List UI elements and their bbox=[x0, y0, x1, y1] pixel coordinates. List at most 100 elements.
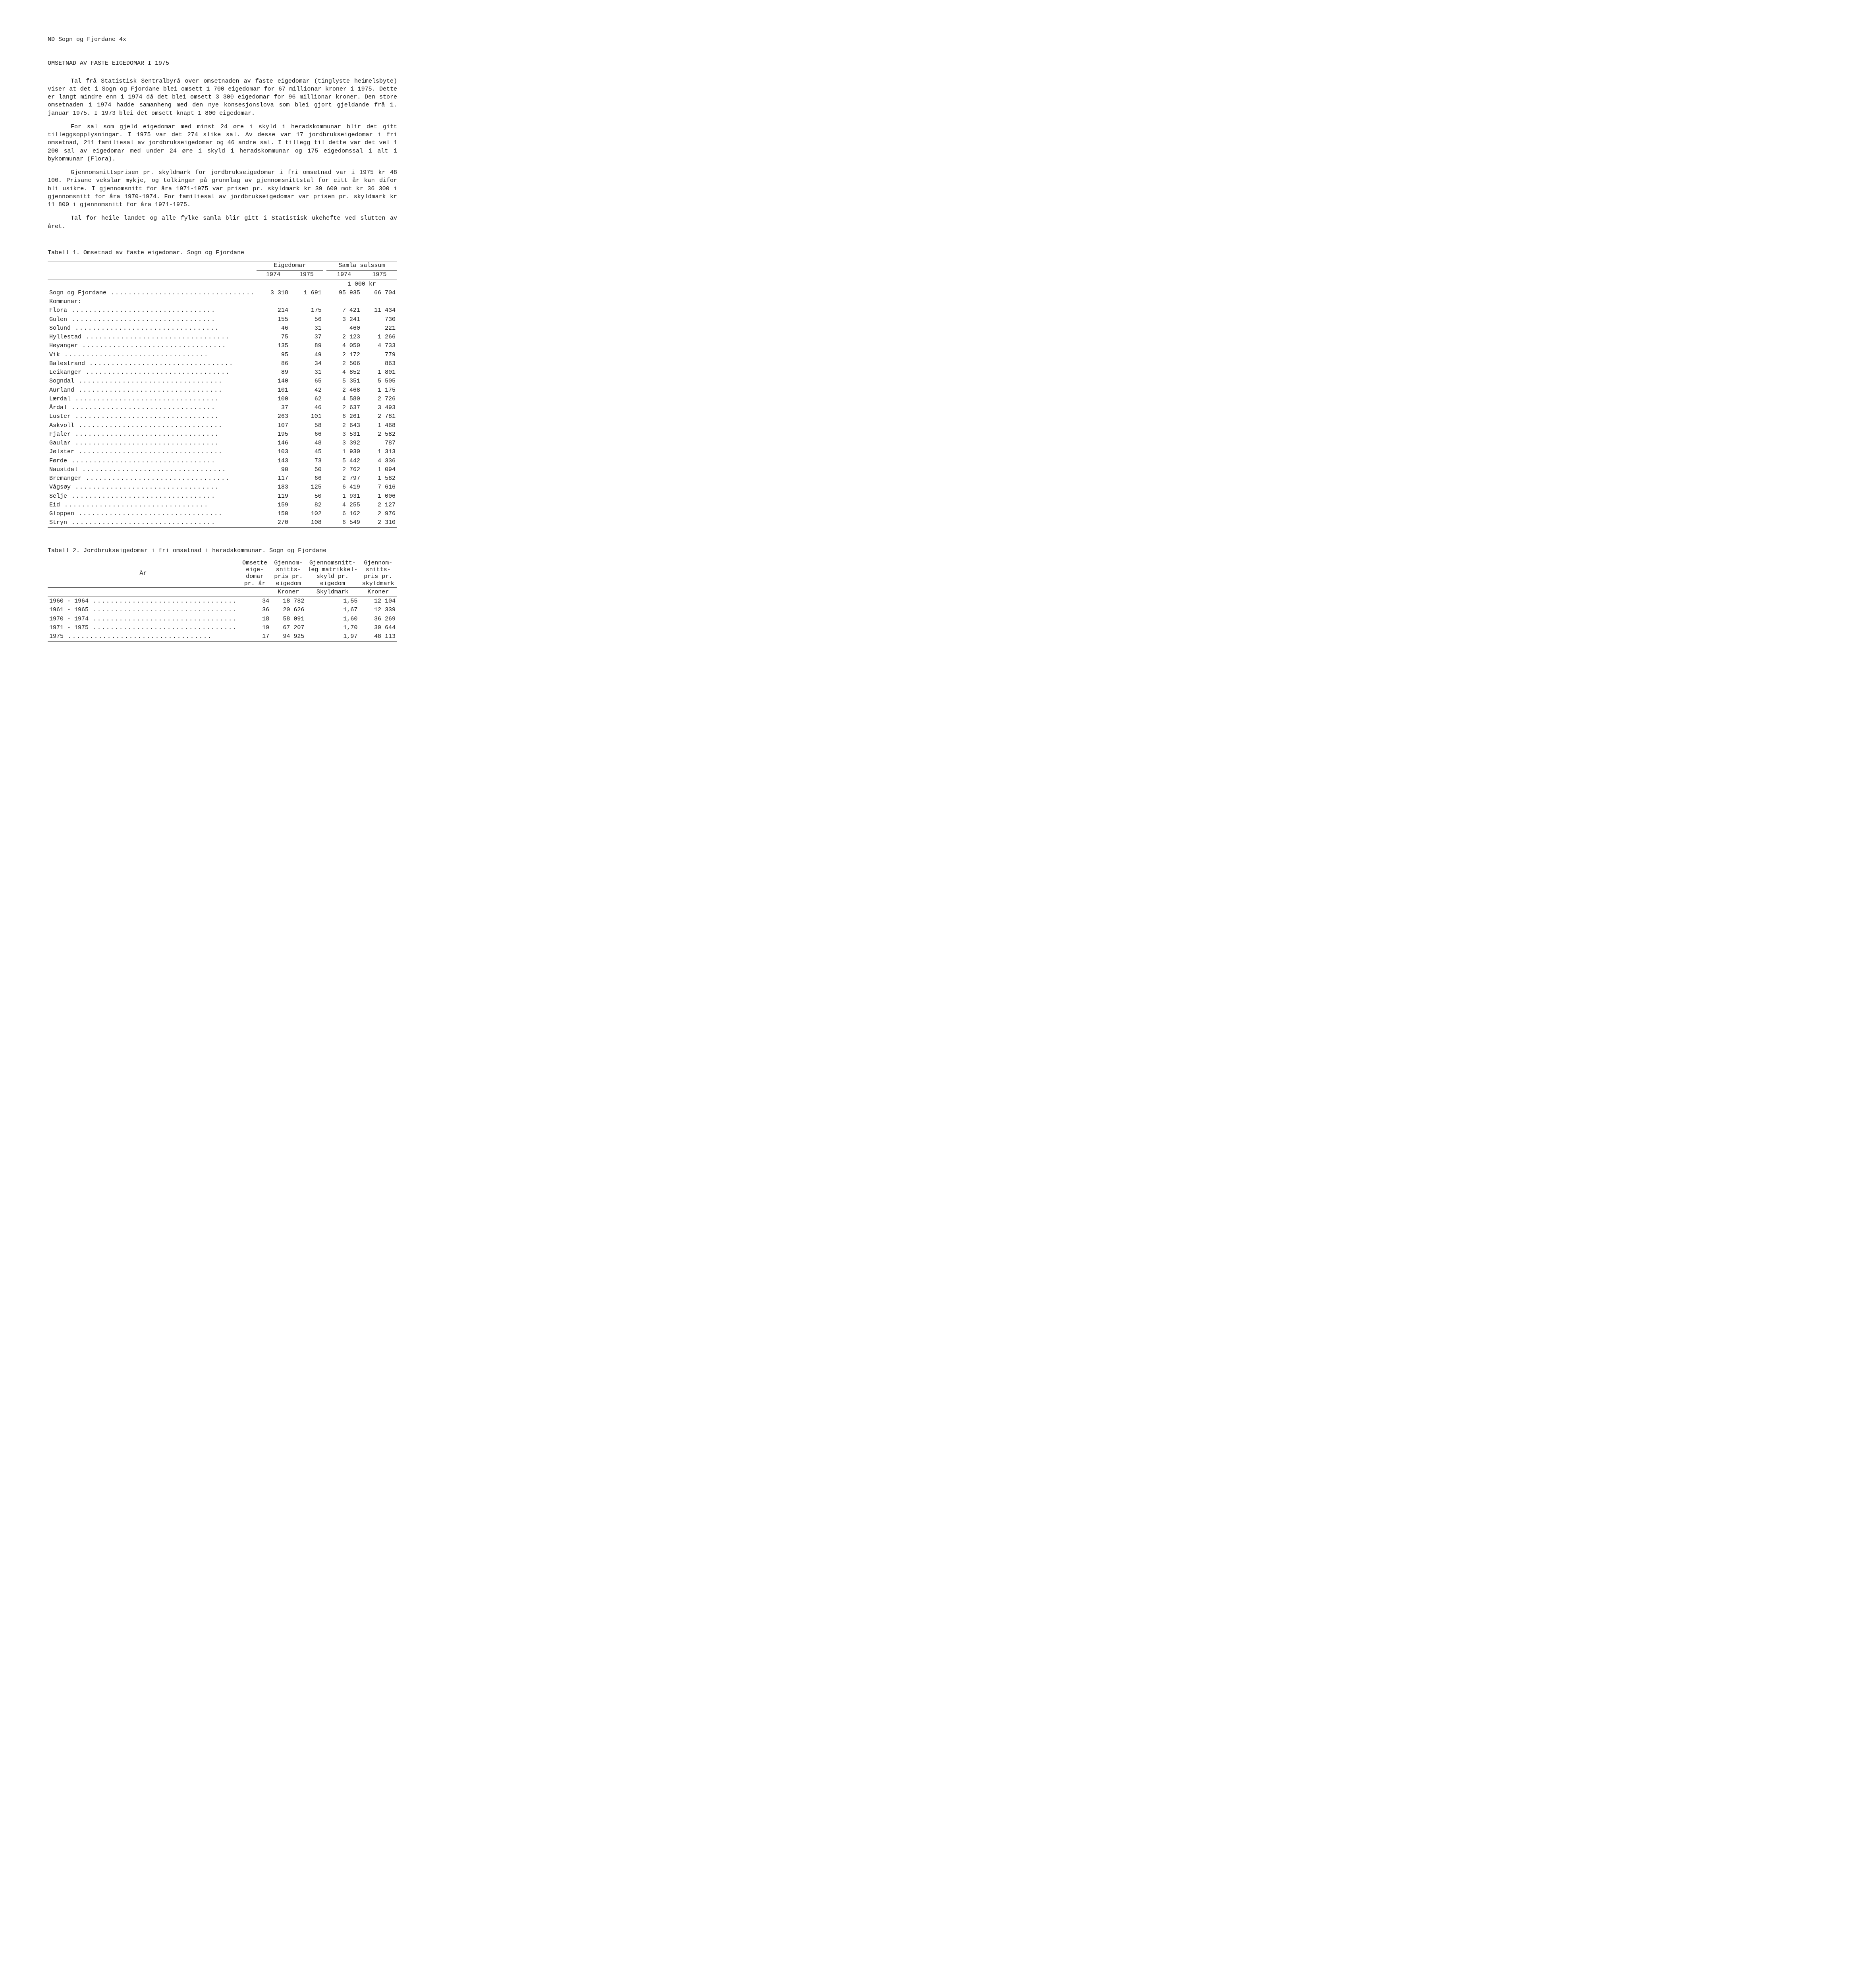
paragraph: Gjennomsnittsprisen pr. skyldmark for jo… bbox=[48, 169, 397, 209]
cell: 90 bbox=[257, 466, 290, 474]
table-row: Gulen155563 241730 bbox=[48, 315, 397, 324]
table1-year-header: 1975 bbox=[290, 270, 323, 280]
cell: 11 434 bbox=[362, 306, 397, 315]
table2-col-header: Gjennom-snitts-pris pr.eigedom bbox=[271, 559, 306, 587]
cell: 1 266 bbox=[362, 333, 397, 342]
cell: 12 104 bbox=[359, 597, 397, 606]
cell: 101 bbox=[257, 386, 290, 395]
cell: 3 531 bbox=[326, 430, 362, 439]
table-row: Hyllestad75372 1231 266 bbox=[48, 333, 397, 342]
cell: 3 392 bbox=[326, 439, 362, 448]
cell: 2 781 bbox=[362, 412, 397, 421]
table-row: Jølster103451 9301 313 bbox=[48, 448, 397, 456]
cell: 95 bbox=[257, 351, 290, 359]
cell: 1 468 bbox=[362, 421, 397, 430]
cell: 1 094 bbox=[362, 466, 397, 474]
cell: 175 bbox=[290, 306, 323, 315]
cell: 45 bbox=[290, 448, 323, 456]
cell: 155 bbox=[257, 315, 290, 324]
table-row: 1961 - 19653620 6261,6712 339 bbox=[48, 606, 397, 614]
row-label: Gaular bbox=[49, 440, 71, 446]
cell: 58 bbox=[290, 421, 323, 430]
cell: 5 505 bbox=[362, 377, 397, 386]
cell: 1 691 bbox=[290, 289, 323, 298]
cell: 3 241 bbox=[326, 315, 362, 324]
paragraph: Tal frå Statistisk Sentralbyrå over omse… bbox=[48, 77, 397, 118]
table-row: 1960 - 19643418 7821,5512 104 bbox=[48, 597, 397, 606]
table-row: Sogndal140655 3515 505 bbox=[48, 377, 397, 386]
cell: 1 930 bbox=[326, 448, 362, 456]
table-row: 19751794 9251,9748 113 bbox=[48, 632, 397, 641]
cell: 102 bbox=[290, 510, 323, 518]
cell: 95 935 bbox=[326, 289, 362, 298]
cell: 143 bbox=[257, 457, 290, 466]
table-row: Solund4631460221 bbox=[48, 324, 397, 333]
table2-unit bbox=[239, 587, 271, 597]
cell: 48 bbox=[290, 439, 323, 448]
cell: 37 bbox=[257, 404, 290, 412]
cell: 1,97 bbox=[306, 632, 359, 641]
cell: 56 bbox=[290, 315, 323, 324]
cell: 82 bbox=[290, 501, 323, 510]
table-row: Askvoll107582 6431 468 bbox=[48, 421, 397, 430]
table-row: Bremanger117662 7971 582 bbox=[48, 474, 397, 483]
cell: 787 bbox=[362, 439, 397, 448]
doc-title: OMSETNAD AV FASTE EIGEDOMAR I 1975 bbox=[48, 60, 397, 68]
cell: 19 bbox=[239, 624, 271, 632]
cell: 34 bbox=[239, 597, 271, 606]
cell: 270 bbox=[257, 518, 290, 527]
page: ND Sogn og Fjordane 4x OMSETNAD AV FASTE… bbox=[48, 36, 397, 642]
row-label: Balestrand bbox=[49, 360, 85, 367]
cell: 730 bbox=[362, 315, 397, 324]
table-row: Førde143735 4424 336 bbox=[48, 457, 397, 466]
table1-group-header: Eigedomar bbox=[257, 261, 323, 270]
row-label: 1960 - 1964 bbox=[49, 598, 89, 605]
cell: 140 bbox=[257, 377, 290, 386]
cell: 39 644 bbox=[359, 624, 397, 632]
cell: 1,67 bbox=[306, 606, 359, 614]
row-label: 1961 - 1965 bbox=[49, 607, 89, 613]
row-label: Fjaler bbox=[49, 431, 71, 438]
table-row: Fjaler195663 5312 582 bbox=[48, 430, 397, 439]
cell: 20 626 bbox=[271, 606, 306, 614]
cell: 2 468 bbox=[326, 386, 362, 395]
cell: 4 852 bbox=[326, 368, 362, 377]
cell: 863 bbox=[362, 359, 397, 368]
row-label: Vik bbox=[49, 352, 60, 358]
table-row: Balestrand86342 506863 bbox=[48, 359, 397, 368]
cell: 66 bbox=[290, 474, 323, 483]
table-row: Vågsøy1831256 4197 616 bbox=[48, 483, 397, 492]
row-label: Naustdal bbox=[49, 466, 78, 473]
cell: 65 bbox=[290, 377, 323, 386]
table1-subhead: Kommunar: bbox=[48, 298, 257, 306]
cell: 1,55 bbox=[306, 597, 359, 606]
row-label: Gloppen bbox=[49, 510, 74, 517]
table1-year-header: 1974 bbox=[326, 270, 362, 280]
row-label: Sogndal bbox=[49, 378, 74, 384]
cell: 4 050 bbox=[326, 342, 362, 350]
cell: 135 bbox=[257, 342, 290, 350]
cell: 150 bbox=[257, 510, 290, 518]
cell: 1 931 bbox=[326, 492, 362, 501]
cell: 86 bbox=[257, 359, 290, 368]
cell: 37 bbox=[290, 333, 323, 342]
table2-col-header: Gjennom-snitts-pris pr.skyldmark bbox=[359, 559, 397, 587]
cell: 46 bbox=[257, 324, 290, 333]
cell: 263 bbox=[257, 412, 290, 421]
cell: 66 704 bbox=[362, 289, 397, 298]
table-row: Årdal37462 6373 493 bbox=[48, 404, 397, 412]
cell: 89 bbox=[290, 342, 323, 350]
row-label: Leikanger bbox=[49, 369, 81, 376]
table2: År Omsetteeige-domarpr. år Gjennom-snitt… bbox=[48, 559, 397, 643]
row-label: Hyllestad bbox=[49, 334, 81, 340]
row-label: 1975 bbox=[49, 633, 64, 640]
table1-county-row: Sogn og Fjordane 3 318 1 691 95 935 66 7… bbox=[48, 289, 397, 298]
row-label: Flora bbox=[49, 307, 67, 314]
cell: 2 762 bbox=[326, 466, 362, 474]
cell: 1 313 bbox=[362, 448, 397, 456]
cell: 31 bbox=[290, 368, 323, 377]
table2-unit: Skyldmark bbox=[306, 587, 359, 597]
cell: 2 123 bbox=[326, 333, 362, 342]
table-row: Gloppen1501026 1622 976 bbox=[48, 510, 397, 518]
cell: 4 580 bbox=[326, 395, 362, 404]
